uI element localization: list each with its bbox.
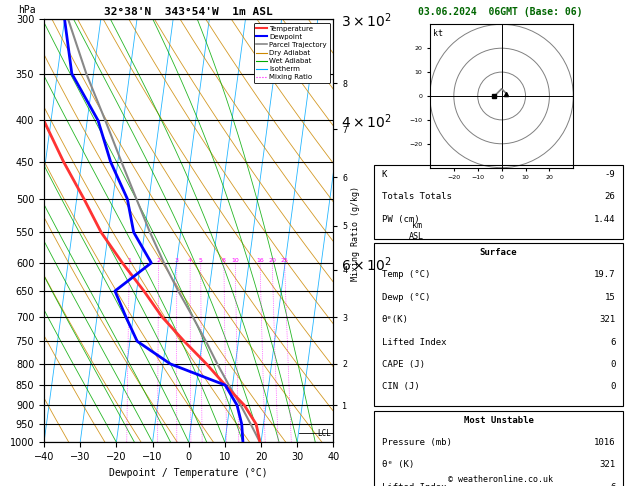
Text: hPa: hPa <box>18 5 36 15</box>
Text: 16: 16 <box>256 258 264 263</box>
Text: kt: kt <box>433 29 443 37</box>
Text: Lifted Index: Lifted Index <box>382 483 446 486</box>
Text: 20: 20 <box>269 258 276 263</box>
Text: CIN (J): CIN (J) <box>382 382 420 391</box>
Text: 26: 26 <box>604 192 615 201</box>
Text: 25: 25 <box>281 258 289 263</box>
Text: 0: 0 <box>610 382 615 391</box>
Text: K: K <box>382 170 387 179</box>
Y-axis label: km
ASL: km ASL <box>409 221 424 241</box>
Bar <box>374 243 623 406</box>
Text: θᵉ(K): θᵉ(K) <box>382 315 409 324</box>
Text: 5: 5 <box>199 258 203 263</box>
Bar <box>374 165 623 239</box>
Text: 10: 10 <box>231 258 239 263</box>
Text: 4: 4 <box>188 258 192 263</box>
Text: 321: 321 <box>599 460 615 469</box>
Text: 6: 6 <box>610 338 615 347</box>
Legend: Temperature, Dewpoint, Parcel Trajectory, Dry Adiabat, Wet Adiabat, Isotherm, Mi: Temperature, Dewpoint, Parcel Trajectory… <box>253 23 330 83</box>
Text: 0: 0 <box>610 360 615 369</box>
Text: Lifted Index: Lifted Index <box>382 338 446 347</box>
Text: 15: 15 <box>604 293 615 302</box>
Text: Totals Totals: Totals Totals <box>382 192 452 201</box>
Text: Dewp (°C): Dewp (°C) <box>382 293 430 302</box>
X-axis label: Dewpoint / Temperature (°C): Dewpoint / Temperature (°C) <box>109 468 268 478</box>
Text: 321: 321 <box>599 315 615 324</box>
Text: Most Unstable: Most Unstable <box>464 416 533 425</box>
Text: 8: 8 <box>222 258 226 263</box>
Bar <box>374 411 623 486</box>
Text: CAPE (J): CAPE (J) <box>382 360 425 369</box>
Text: 2: 2 <box>157 258 160 263</box>
Text: 1016: 1016 <box>594 438 615 447</box>
Text: LCL: LCL <box>318 429 331 438</box>
Text: Surface: Surface <box>480 248 517 257</box>
Text: Pressure (mb): Pressure (mb) <box>382 438 452 447</box>
Text: 03.06.2024  06GMT (Base: 06): 03.06.2024 06GMT (Base: 06) <box>418 7 582 17</box>
Text: -9: -9 <box>604 170 615 179</box>
Text: 6: 6 <box>610 483 615 486</box>
Text: 1: 1 <box>128 258 131 263</box>
Text: 3: 3 <box>175 258 179 263</box>
Text: Mixing Ratio (g/kg): Mixing Ratio (g/kg) <box>351 186 360 281</box>
Text: 1.44: 1.44 <box>594 215 615 224</box>
Text: © weatheronline.co.uk: © weatheronline.co.uk <box>448 474 552 484</box>
Text: 32°38'N  343°54'W  1m ASL: 32°38'N 343°54'W 1m ASL <box>104 7 273 17</box>
Text: 19.7: 19.7 <box>594 270 615 279</box>
Text: θᵉ (K): θᵉ (K) <box>382 460 414 469</box>
Text: PW (cm): PW (cm) <box>382 215 420 224</box>
Text: Temp (°C): Temp (°C) <box>382 270 430 279</box>
